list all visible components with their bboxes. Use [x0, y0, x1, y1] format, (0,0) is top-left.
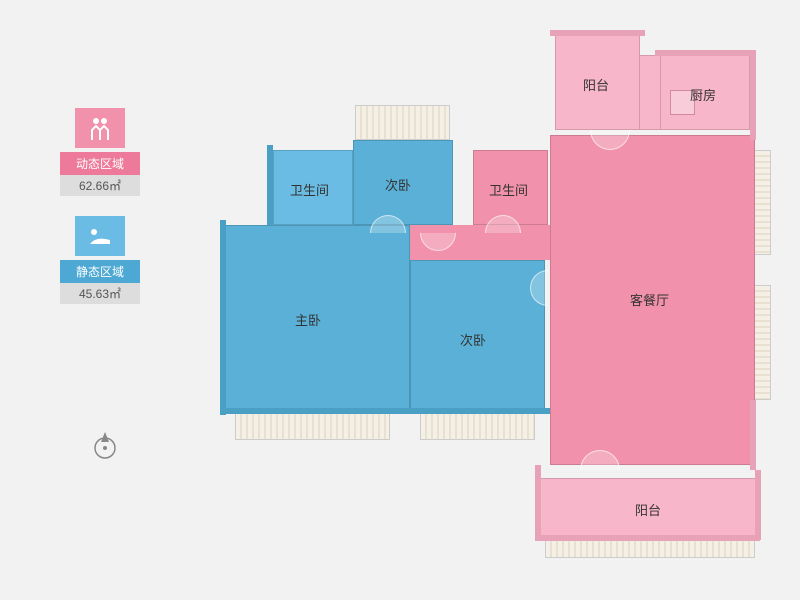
- wall: [220, 220, 226, 415]
- legend-dynamic-value: 62.66㎡: [60, 175, 140, 196]
- label-balcony-top: 阳台: [583, 75, 609, 94]
- floorplan: 阳台 厨房 卫生间 次卧 卫生间 客餐厅 主卧 次卧 阳台: [195, 20, 770, 565]
- wall: [550, 30, 645, 36]
- wall: [755, 470, 761, 540]
- wall: [535, 465, 541, 540]
- wall: [750, 400, 756, 470]
- rest-icon: [75, 216, 125, 256]
- wall: [267, 145, 273, 225]
- legend-panel: 动态区域 62.66㎡ 静态区域 45.63㎡: [60, 108, 140, 324]
- label-bedroom2-top: 次卧: [385, 175, 411, 194]
- label-living: 客餐厅: [630, 290, 669, 309]
- label-bathroom-left: 卫生间: [290, 180, 329, 199]
- room-kitchen-corridor: [640, 55, 660, 130]
- legend-dynamic: 动态区域 62.66㎡: [60, 108, 140, 196]
- window-strip: [753, 150, 771, 255]
- label-balcony-bottom: 阳台: [635, 500, 661, 519]
- compass-icon: [90, 430, 120, 460]
- wall: [750, 50, 756, 140]
- label-bedroom2-bottom: 次卧: [460, 330, 486, 349]
- people-icon: [75, 108, 125, 148]
- label-bathroom-right: 卫生间: [489, 180, 528, 199]
- window-strip: [753, 285, 771, 400]
- label-kitchen: 厨房: [690, 85, 716, 104]
- window-strip: [545, 540, 755, 558]
- legend-dynamic-label: 动态区域: [60, 152, 140, 175]
- wall: [220, 408, 415, 414]
- legend-static-label: 静态区域: [60, 260, 140, 283]
- legend-static: 静态区域 45.63㎡: [60, 216, 140, 304]
- wall: [535, 535, 760, 541]
- legend-static-value: 45.63㎡: [60, 283, 140, 304]
- window-strip: [235, 410, 390, 440]
- window-strip: [355, 105, 450, 140]
- label-master: 主卧: [295, 310, 321, 329]
- window-strip: [420, 410, 535, 440]
- wall: [655, 50, 755, 56]
- wall: [405, 408, 550, 414]
